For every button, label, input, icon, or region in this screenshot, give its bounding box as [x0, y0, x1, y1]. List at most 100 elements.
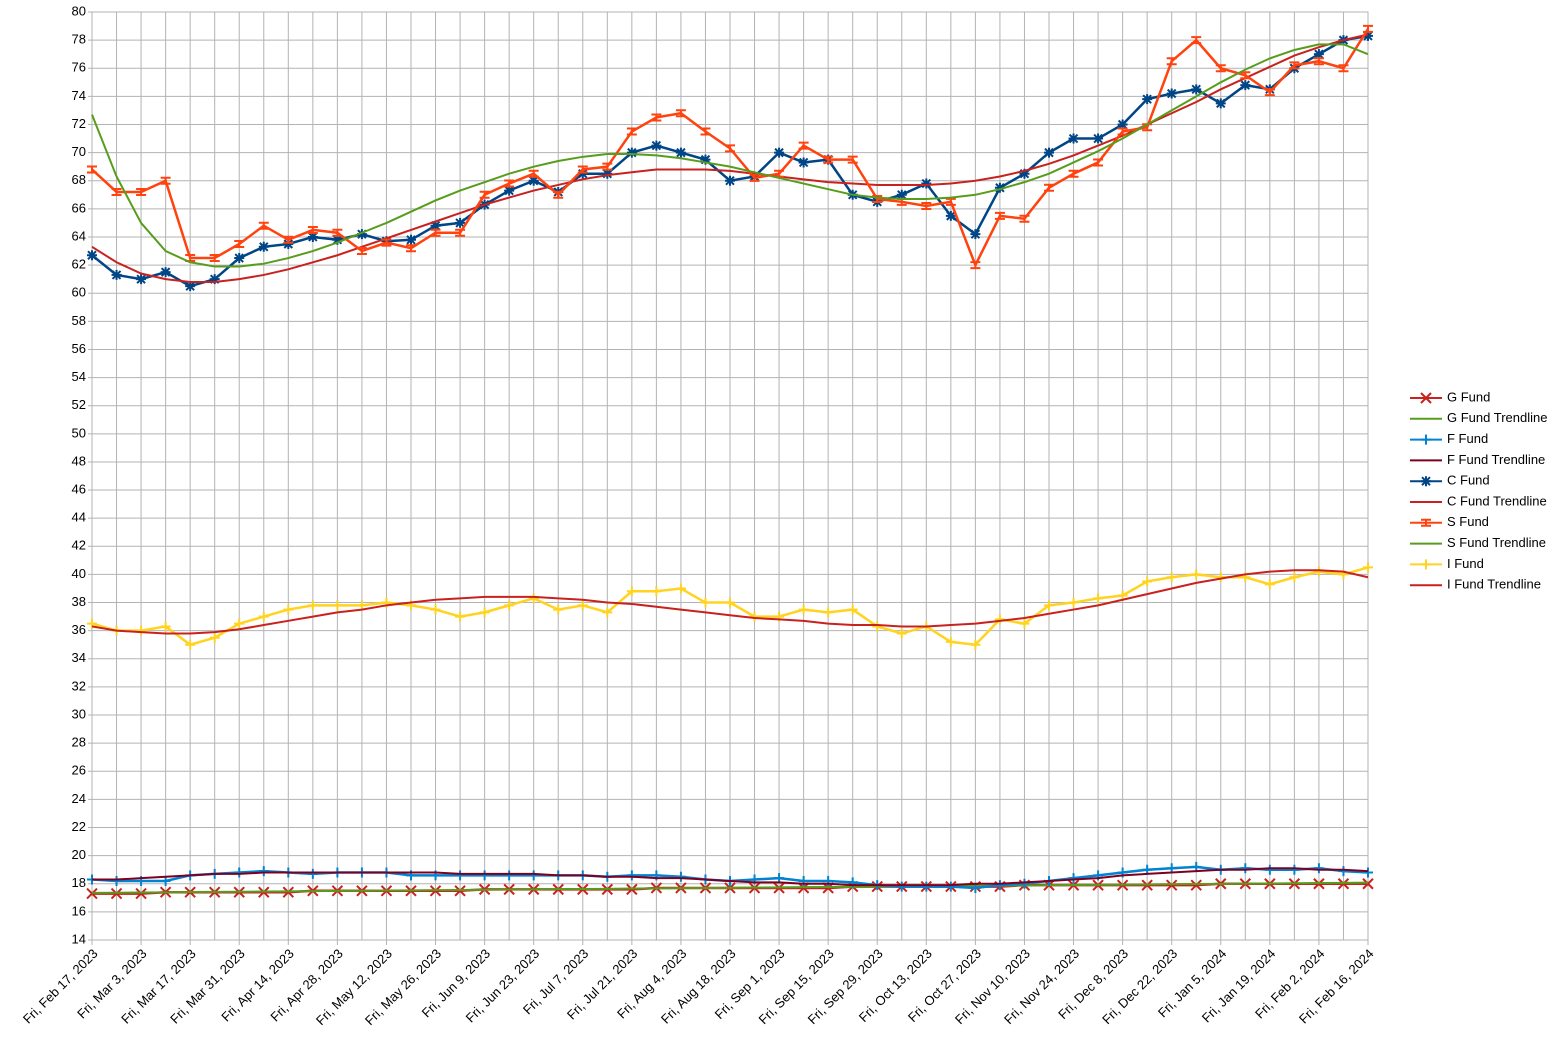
point-marker	[455, 870, 466, 881]
legend-label: G Fund	[1447, 389, 1490, 404]
point-marker	[774, 147, 785, 158]
y-tick-label: 48	[72, 453, 86, 468]
point-marker	[234, 253, 245, 264]
point-marker	[283, 235, 294, 244]
y-tick-label: 76	[72, 60, 86, 75]
point-marker	[847, 604, 858, 615]
point-marker	[504, 185, 515, 196]
y-tick-label: 78	[72, 32, 86, 47]
point-marker	[87, 165, 97, 174]
y-tick-label: 54	[72, 369, 86, 384]
point-marker	[651, 586, 662, 597]
point-marker	[283, 604, 294, 615]
point-marker	[725, 144, 735, 153]
point-marker	[970, 261, 981, 270]
point-marker	[1068, 133, 1079, 144]
point-marker	[1289, 864, 1300, 875]
point-marker	[455, 611, 466, 622]
point-marker	[1019, 618, 1030, 629]
point-marker	[1363, 562, 1373, 573]
legend-label: G Fund Trendline	[1447, 410, 1547, 425]
point-marker	[1093, 593, 1104, 604]
point-marker	[896, 189, 907, 200]
point-marker	[577, 600, 588, 611]
point-marker	[1191, 84, 1202, 95]
y-tick-label: 60	[72, 285, 86, 300]
point-marker	[258, 221, 269, 230]
point-marker	[479, 870, 490, 881]
point-marker	[1166, 572, 1177, 583]
point-marker	[528, 175, 539, 186]
legend-marker	[1421, 434, 1431, 445]
point-marker	[1142, 576, 1153, 587]
legend-marker	[1421, 518, 1431, 527]
point-marker	[896, 628, 907, 639]
point-marker	[528, 870, 539, 881]
point-marker	[258, 611, 269, 622]
y-tick-label: 62	[72, 257, 86, 272]
point-marker	[356, 247, 367, 256]
y-tick-label: 50	[72, 425, 86, 440]
point-marker	[234, 240, 245, 248]
point-marker	[602, 162, 613, 171]
y-tick-label: 52	[72, 397, 86, 412]
point-marker	[675, 109, 686, 118]
y-tick-label: 32	[72, 678, 86, 693]
y-tick-label: 40	[72, 566, 86, 581]
point-marker	[160, 621, 171, 632]
point-marker	[1093, 133, 1104, 144]
point-marker	[798, 141, 809, 150]
point-marker	[602, 607, 613, 618]
point-marker	[135, 887, 147, 900]
point-marker	[209, 254, 220, 263]
point-marker	[1117, 127, 1128, 136]
point-marker	[504, 600, 515, 611]
point-marker	[945, 881, 956, 892]
point-marker	[921, 202, 932, 211]
point-marker	[921, 881, 932, 892]
point-marker	[1166, 57, 1177, 66]
point-marker	[1166, 88, 1177, 99]
point-marker	[160, 176, 171, 185]
point-marker	[553, 190, 564, 199]
point-marker	[1313, 566, 1324, 577]
y-tick-label: 38	[72, 594, 86, 609]
point-marker	[185, 639, 196, 650]
point-marker	[1191, 36, 1202, 45]
y-tick-label: 44	[72, 510, 86, 525]
point-marker	[1044, 147, 1054, 158]
legend-marker	[1420, 392, 1432, 404]
point-marker	[1313, 49, 1324, 60]
point-marker	[626, 127, 637, 136]
y-tick-label: 36	[72, 622, 86, 637]
point-marker	[258, 866, 269, 877]
point-marker	[356, 229, 367, 240]
legend-label: C Fund	[1447, 473, 1490, 488]
y-tick-label: 18	[72, 875, 86, 890]
point-marker	[1240, 80, 1251, 91]
point-marker	[921, 178, 932, 189]
point-marker	[945, 210, 956, 221]
point-marker	[602, 168, 613, 179]
trendline	[91, 881, 1369, 894]
y-tick-label: 22	[72, 819, 86, 834]
y-tick-label: 66	[72, 200, 86, 215]
y-tick-label: 42	[72, 538, 86, 553]
y-tick-label: 74	[72, 88, 86, 103]
y-tick-label: 34	[72, 650, 86, 665]
legend-marker	[1421, 476, 1431, 487]
trendline	[92, 867, 1369, 887]
point-marker	[994, 614, 1005, 625]
point-marker	[1264, 579, 1275, 590]
point-marker	[87, 250, 97, 261]
point-marker	[994, 182, 1005, 193]
point-marker	[258, 241, 269, 252]
point-marker	[725, 175, 735, 186]
point-marker	[651, 140, 662, 151]
y-tick-label: 16	[72, 903, 86, 918]
point-marker	[1215, 98, 1226, 109]
point-marker	[209, 274, 220, 285]
point-marker	[553, 604, 564, 615]
point-marker	[872, 621, 883, 632]
point-marker	[651, 113, 662, 122]
